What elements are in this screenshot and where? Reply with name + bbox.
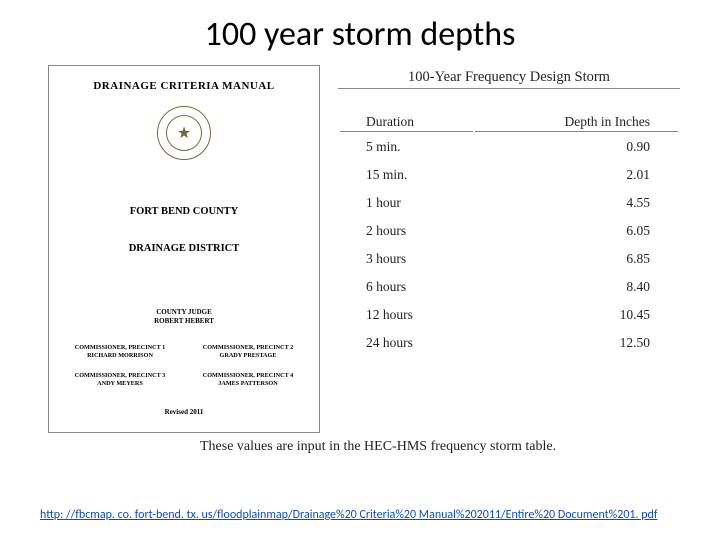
duration-cell: 3 hours (340, 246, 473, 272)
col-duration-header: Duration (340, 109, 473, 132)
duration-cell: 2 hours (340, 218, 473, 244)
table-heading: 100-Year Frequency Design Storm (338, 69, 680, 89)
depth-cell: 10.45 (475, 302, 678, 328)
table-row: 3 hours6.85 (340, 246, 678, 272)
commissioner-label: COMMISSIONER, PRECINCT 4 (189, 372, 307, 380)
revised-label: Revised 2011 (165, 408, 204, 416)
source-link[interactable]: http: //fbcmap. co. fort-bend. tx. us/fl… (40, 508, 658, 522)
depth-cell: 6.05 (475, 218, 678, 244)
duration-cell: 12 hours (340, 302, 473, 328)
table-row: 12 hours10.45 (340, 302, 678, 328)
commissioner-cell: COMMISSIONER, PRECINCT 1 RICHARD MORRISO… (61, 344, 179, 360)
depth-cell: 8.40 (475, 274, 678, 300)
commissioner-cell: COMMISSIONER, PRECINCT 3 ANDY MEYERS (61, 372, 179, 388)
commissioner-name: JAMES PATTERSON (189, 380, 307, 388)
manual-title: DRAINAGE CRITERIA MANUAL (93, 80, 274, 92)
storm-table: Duration Depth in Inches 5 min.0.9015 mi… (338, 107, 680, 358)
depth-cell: 12.50 (475, 330, 678, 356)
depth-cell: 0.90 (475, 134, 678, 160)
duration-cell: 15 min. (340, 162, 473, 188)
depth-cell: 4.55 (475, 190, 678, 216)
table-row: 24 hours12.50 (340, 330, 678, 356)
judge-label: COUNTY JUDGE (154, 308, 214, 317)
duration-cell: 5 min. (340, 134, 473, 160)
table-header-row: Duration Depth in Inches (340, 109, 678, 132)
storm-table-panel: 100-Year Frequency Design Storm Duration… (338, 65, 680, 433)
commissioner-name: RICHARD MORRISON (61, 352, 179, 360)
commissioner-label: COMMISSIONER, PRECINCT 2 (189, 344, 307, 352)
commissioner-cell: COMMISSIONER, PRECINCT 4 JAMES PATTERSON (189, 372, 307, 388)
commissioner-cell: COMMISSIONER, PRECINCT 2 GRADY PRESTAGE (189, 344, 307, 360)
duration-cell: 6 hours (340, 274, 473, 300)
judge-name: ROBERT HEBERT (154, 317, 214, 326)
table-row: 1 hour4.55 (340, 190, 678, 216)
source-url: http: //fbcmap. co. fort-bend. tx. us/fl… (40, 508, 658, 522)
commissioners-grid: COMMISSIONER, PRECINCT 1 RICHARD MORRISO… (61, 344, 307, 388)
footnote-text: These values are input in the HEC-HMS fr… (0, 439, 720, 455)
col-depth-header: Depth in Inches (475, 109, 678, 132)
table-row: 15 min.2.01 (340, 162, 678, 188)
county-name: FORT BEND COUNTY (130, 206, 239, 217)
table-row: 2 hours6.05 (340, 218, 678, 244)
document-cover: DRAINAGE CRITERIA MANUAL ★ FORT BEND COU… (48, 65, 320, 433)
content-row: DRAINAGE CRITERIA MANUAL ★ FORT BEND COU… (0, 65, 720, 433)
judge-block: COUNTY JUDGE ROBERT HEBERT (154, 308, 214, 326)
commissioner-label: COMMISSIONER, PRECINCT 1 (61, 344, 179, 352)
table-row: 5 min.0.90 (340, 134, 678, 160)
depth-cell: 2.01 (475, 162, 678, 188)
county-seal: ★ (157, 106, 211, 160)
duration-cell: 1 hour (340, 190, 473, 216)
seal-star-icon: ★ (166, 115, 202, 151)
page-title: 100 year storm depths (0, 0, 720, 65)
depth-cell: 6.85 (475, 246, 678, 272)
commissioner-name: ANDY MEYERS (61, 380, 179, 388)
table-row: 6 hours8.40 (340, 274, 678, 300)
commissioner-name: GRADY PRESTAGE (189, 352, 307, 360)
duration-cell: 24 hours (340, 330, 473, 356)
commissioner-label: COMMISSIONER, PRECINCT 3 (61, 372, 179, 380)
district-name: DRAINAGE DISTRICT (129, 243, 240, 254)
